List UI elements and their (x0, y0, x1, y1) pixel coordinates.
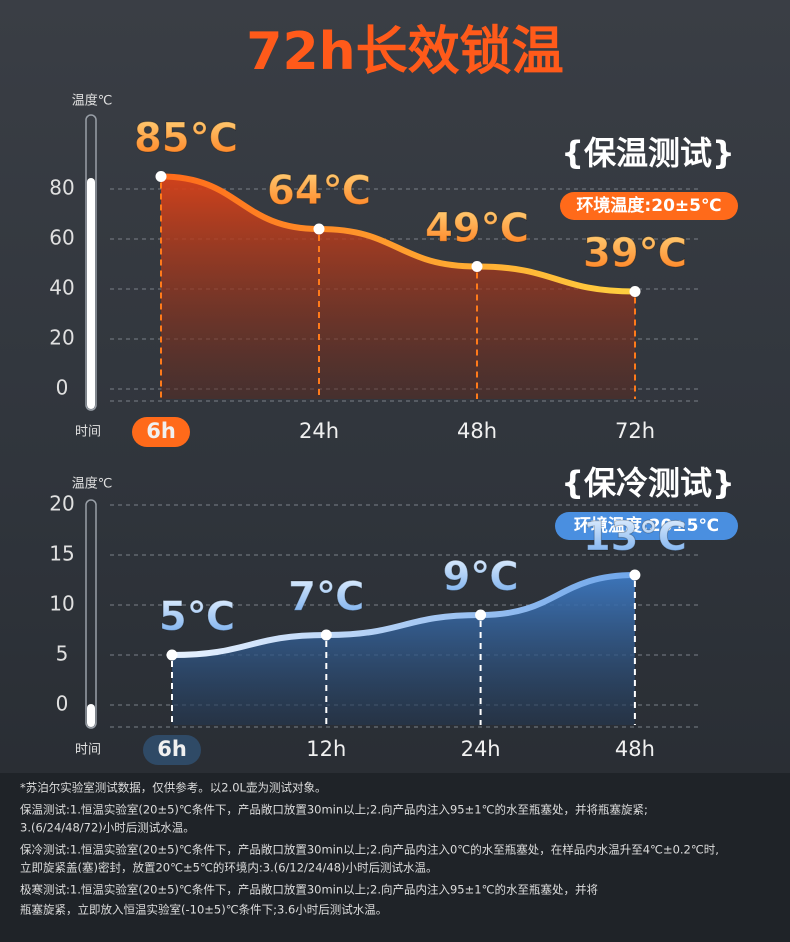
note-line: 保温测试:1.恒温实验室(20±5)℃条件下，产品敞口放置30min以上;2.向… (20, 803, 648, 817)
point (313, 223, 325, 235)
value-label: 49℃ (425, 206, 529, 252)
y-tick-label: 60 (49, 226, 74, 250)
y-axis-label: 温度℃ (72, 476, 113, 492)
y-tick-label: 0 (56, 692, 69, 716)
value-label: 39℃ (583, 231, 687, 277)
x-axis-label: 时间 (75, 743, 101, 758)
x-tick-label: 12h (306, 737, 346, 761)
y-tick-label: 80 (49, 176, 74, 200)
note-line: 瓶塞旋紧，立即放入恒温实验室(-10±5)℃条件下;3.6小时后测试水温。 (20, 903, 387, 917)
value-label: 85℃ (134, 116, 238, 162)
x-tick-label: 6h (157, 737, 187, 761)
value-label: 64℃ (267, 168, 371, 214)
point (629, 286, 641, 297)
page-title: 72h长效锁温 (246, 22, 563, 82)
x-tick-label: 72h (615, 419, 655, 443)
x-tick-highlight (132, 417, 190, 447)
value-label: 5℃ (159, 594, 235, 640)
y-tick-label: 20 (49, 492, 74, 516)
y-axis-label: 温度℃ (72, 93, 113, 109)
annotation-pill (560, 192, 738, 220)
axis-bar-outline (85, 114, 97, 411)
x-tick-label: 48h (615, 737, 655, 761)
note-line: *苏泊尔实验室测试数据，仅供参考。以2.0L壶为测试对象。 (20, 781, 326, 795)
area (161, 176, 635, 399)
chart-subtitle: {保冷测试} (561, 464, 735, 502)
point (471, 261, 483, 272)
notes: *苏泊尔实验室测试数据，仅供参考。以2.0L壶为测试对象。保温测试:1.恒温实验… (20, 781, 719, 917)
x-tick-label: 24h (461, 737, 501, 761)
value-label: 7℃ (288, 574, 364, 620)
y-tick-label: 0 (56, 376, 69, 400)
y-tick-label: 40 (49, 276, 74, 300)
annotation: 环境温度:20±5℃ (576, 195, 721, 216)
x-tick-label: 24h (299, 419, 339, 443)
value-label: 13℃ (583, 514, 687, 560)
annotation: 环境温度:20±5℃ (574, 515, 719, 536)
y-tick-label: 15 (49, 542, 74, 566)
point (166, 649, 178, 661)
line (169, 572, 638, 658)
y-tick-label: 5 (56, 642, 69, 666)
note-line: 保冷测试:1.恒温实验室(20±5)℃条件下，产品敞口放置30min以上;2.向… (20, 843, 719, 857)
y-tick-label: 10 (49, 592, 74, 616)
note-line: 立即旋紧盖(塞)密封，放置20℃±5℃的环境内:3.(6/12/24/48)小时… (20, 861, 438, 875)
axis-bar-fill (87, 178, 95, 409)
note-line: 极寒测试:1.恒温实验室(20±5)℃条件下，产品敞口放置30min以上;2.向… (20, 883, 598, 897)
point (629, 569, 641, 581)
axis-bar-outline (85, 499, 97, 729)
point (475, 609, 487, 621)
notes-background (0, 773, 790, 942)
axis-bar-fill (87, 704, 95, 727)
annotation-pill (555, 512, 738, 540)
point (155, 171, 167, 182)
value-label: 9℃ (442, 554, 518, 600)
note-line: 3.(6/24/48/72)小时后测试水温。 (20, 821, 195, 835)
x-axis-label: 时间 (75, 425, 101, 440)
x-tick-label: 48h (457, 419, 497, 443)
point (320, 629, 332, 641)
x-tick-highlight (143, 735, 201, 765)
y-tick-label: 20 (49, 326, 74, 350)
x-tick-label: 6h (146, 419, 176, 443)
line (158, 173, 638, 295)
chart-subtitle: {保温测试} (561, 134, 735, 172)
